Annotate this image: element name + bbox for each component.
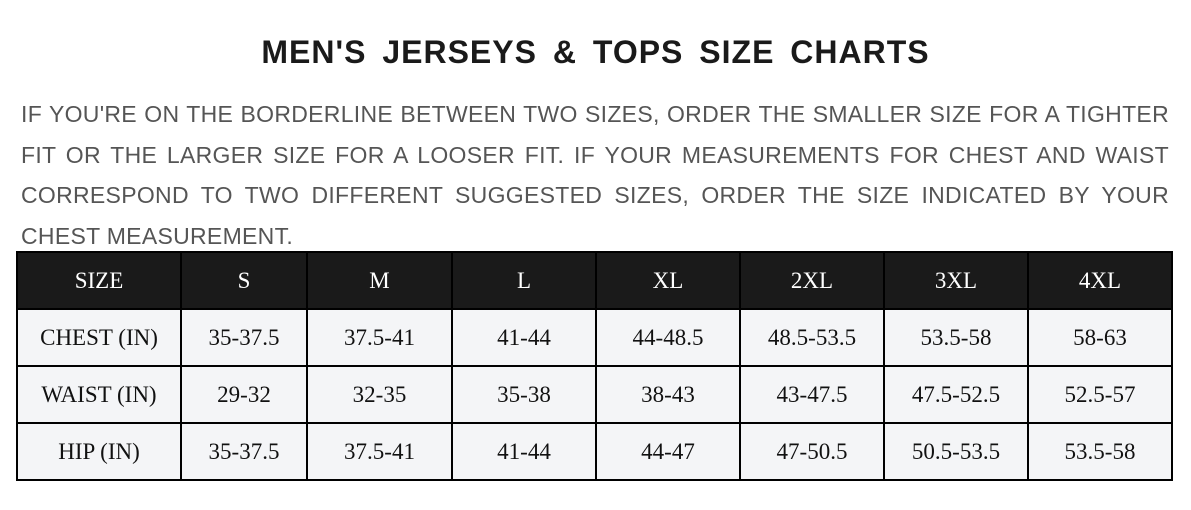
row-label-cell: WAIST (IN)	[16, 365, 182, 424]
measurement-cell: 50.5-53.5	[883, 422, 1029, 481]
header-label-cell: SIZE	[16, 251, 182, 310]
measurement-cell: 43-47.5	[739, 365, 885, 424]
measurement-cell: 37.5-41	[306, 422, 453, 481]
measurement-cell: 53.5-58	[1027, 422, 1173, 481]
table-row: WAIST (IN) 29-32 32-35 35-38 38-43 43-47.5 47.…	[16, 365, 1173, 424]
measurement-cell: 58-63	[1027, 308, 1173, 367]
measurement-cell: 37.5-41	[306, 308, 453, 367]
size-header-cell: L	[451, 251, 597, 310]
measurement-cell: 41-44	[451, 308, 597, 367]
measurement-cell: 32-35	[306, 365, 453, 424]
measurement-cell: 41-44	[451, 422, 597, 481]
size-header-cell: M	[306, 251, 453, 310]
row-label-cell: CHEST (IN)	[16, 308, 182, 367]
size-header-cell: S	[180, 251, 308, 310]
row-label-cell: HIP (IN)	[16, 422, 182, 481]
measurement-cell: 35-38	[451, 365, 597, 424]
table-row: CHEST (IN) 35-37.5 37.5-41 41-44 44-48.5 48.5…	[16, 308, 1173, 367]
measurement-cell: 29-32	[180, 365, 308, 424]
page-title: MEN'S JERSEYS & TOPS SIZE CHARTS	[261, 34, 930, 70]
size-header-cell: XL	[595, 251, 741, 310]
measurement-cell: 52.5-57	[1027, 365, 1173, 424]
size-header-cell: 2XL	[739, 251, 885, 310]
measurement-cell: 35-37.5	[180, 308, 308, 367]
measurement-cell: 44-48.5	[595, 308, 741, 367]
size-advice-text: IF YOU'RE ON THE BORDERLINE BETWEEN TWO …	[21, 101, 1169, 249]
measurement-cell: 53.5-58	[883, 308, 1029, 367]
measurement-cell: 47.5-52.5	[883, 365, 1029, 424]
size-chart-table: SIZE S M L XL 2XL 3XL 4XL CHEST (IN) 35-37.5 37.5-…	[16, 251, 1173, 481]
measurement-cell: 38-43	[595, 365, 741, 424]
table-row: HIP (IN) 35-37.5 37.5-41 41-44 44-47 47-50.5 5…	[16, 422, 1173, 481]
measurement-cell: 44-47	[595, 422, 741, 481]
measurement-cell: 47-50.5	[739, 422, 885, 481]
measurement-cell: 35-37.5	[180, 422, 308, 481]
measurement-cell: 48.5-53.5	[739, 308, 885, 367]
size-header-cell: 4XL	[1027, 251, 1173, 310]
table-header-row: SIZE S M L XL 2XL 3XL 4XL	[16, 251, 1173, 310]
size-header-cell: 3XL	[883, 251, 1029, 310]
